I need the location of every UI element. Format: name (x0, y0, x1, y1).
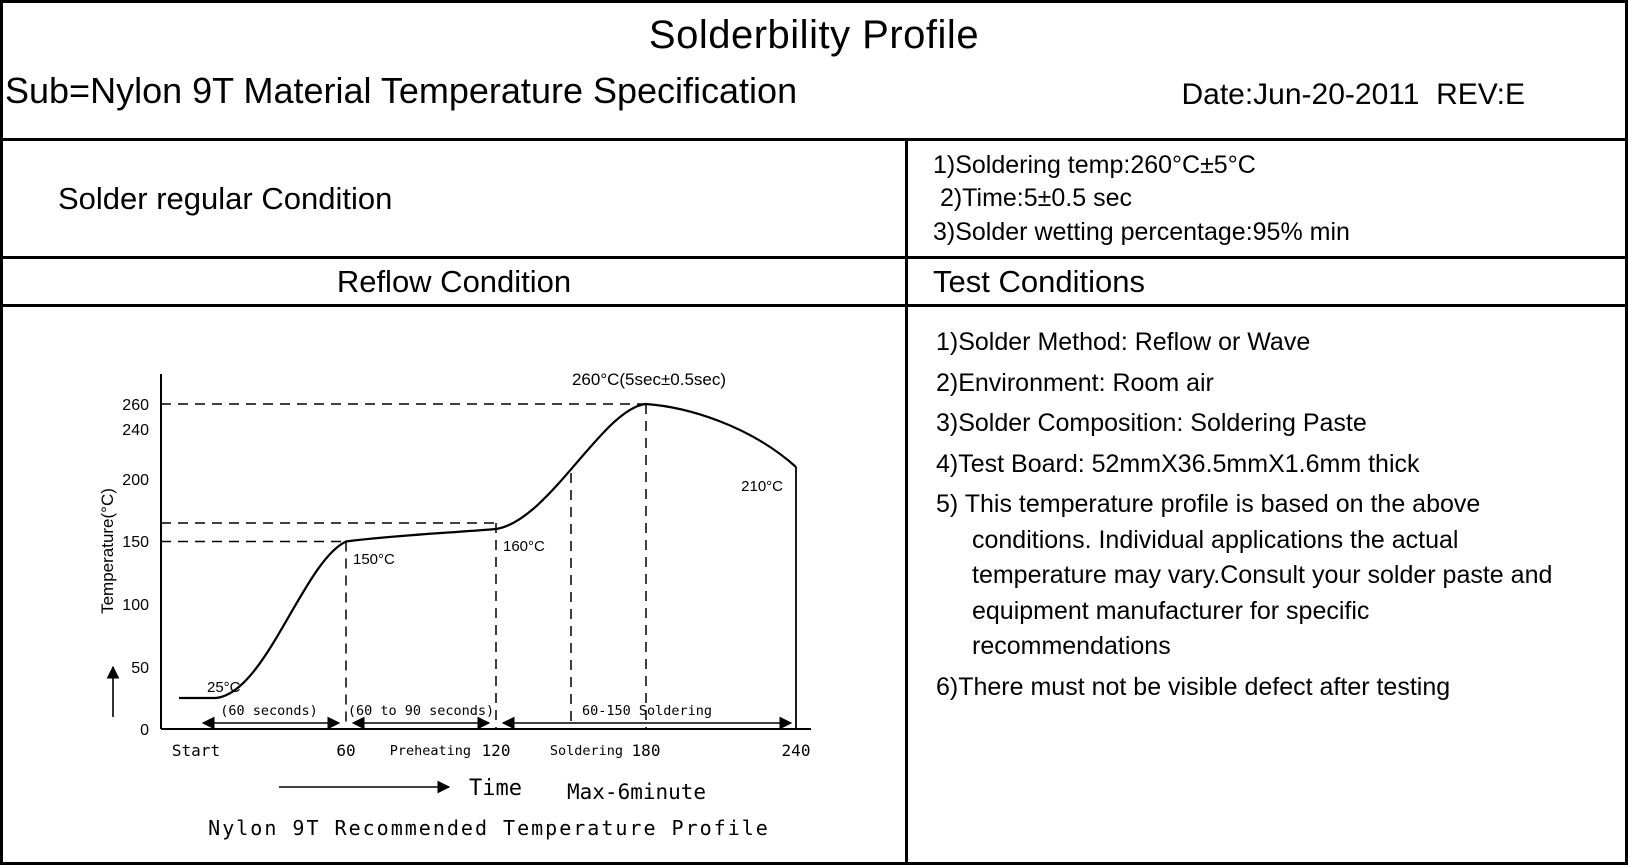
reflow-condition-label: Reflow Condition (336, 263, 572, 299)
test-condition-1: 1)Solder Method: Reflow or Wave (936, 328, 1311, 356)
chart-caption: Nylon 9T Recommended Temperature Profile (208, 816, 770, 840)
x-tick-120: 120 (482, 741, 511, 760)
max-duration-note: Max-6minute (567, 780, 706, 804)
reflow-profile-chart-cell: 260 240 200 150 100 50 0 Start 60 120 18… (3, 307, 908, 862)
y-tick-100: 100 (122, 597, 149, 614)
test-conditions-cell: 1)Solder Method: Reflow or Wave 2)Enviro… (908, 307, 1625, 862)
y-axis-title: Temperature(°C) (98, 488, 117, 614)
zone-annotations: (60 seconds) (60 to 90 seconds) 60-150 S… (201, 703, 793, 730)
spec-table: Solder regular Condition 1)Soldering tem… (3, 138, 1625, 862)
test-conditions-label: Test Conditions (933, 263, 1145, 299)
x-axis-title: Time (469, 776, 522, 801)
solder-regular-condition-cell: Solder regular Condition (3, 141, 908, 259)
x-tick-start: Start (172, 741, 220, 760)
y-tick-50: 50 (131, 660, 149, 677)
y-tick-240: 240 (122, 422, 149, 439)
y-tick-150: 150 (122, 534, 149, 551)
solder-regular-condition-label: Solder regular Condition (58, 180, 393, 216)
test-condition-4: 4)Test Board: 52mmX36.5mmX1.6mm thick (936, 449, 1420, 478)
material-spec-subtitle: Sub=Nylon 9T Material Temperature Specif… (5, 70, 798, 111)
dashed-guide-lines (161, 403, 647, 729)
y-tick-0: 0 (140, 722, 149, 739)
soldering-temp-spec: 1)Soldering temp:260°C±5°C (933, 151, 1256, 179)
page-title: Solderbility Profile (648, 13, 980, 57)
test-condition-5: 5) This temperature profile is based on … (936, 490, 1553, 660)
x-tick-180: 180 (632, 741, 661, 760)
test-condition-2: 2)Environment: Room air (936, 368, 1214, 397)
annotation-150c: 150°C (353, 551, 395, 568)
solder-regular-condition-values: 1)Soldering temp:260°C±5°C 2)Time:5±0.5 … (908, 141, 1625, 259)
y-tick-200: 200 (122, 472, 149, 489)
document-header: Solderbility Profile Sub=Nylon 9T Materi… (3, 3, 1625, 138)
zone-label-60s: (60 seconds) (220, 703, 318, 719)
x-tick-labels: Start 60 120 180 240 Preheating Solderin… (172, 741, 811, 760)
annotation-25c: 25°C (207, 679, 241, 696)
annotation-peak-260c: 260°C(5sec±0.5sec) (572, 370, 726, 389)
soldering-time-spec: 2)Time:5±0.5 sec (933, 184, 1132, 213)
soldering-axis-label: Soldering (550, 743, 623, 759)
solder-wetting-spec: 3)Solder wetting percentage:95% min (933, 217, 1350, 246)
test-condition-3: 3)Solder Composition: Soldering Paste (936, 409, 1367, 437)
x-tick-60: 60 (336, 741, 355, 760)
test-conditions-header: Test Conditions (908, 259, 1625, 307)
annotation-210c: 210°C (741, 478, 783, 495)
y-tick-260: 260 (122, 397, 149, 414)
temperature-profile-chart: 260 240 200 150 100 50 0 Start 60 120 18… (98, 370, 811, 840)
curve-annotations: 25°C 150°C 160°C 260°C(5sec±0.5sec) 210°… (207, 370, 783, 696)
preheating-axis-label: Preheating (390, 743, 471, 759)
date-revision: Date:Jun-20-2011 REV:E (1181, 78, 1525, 111)
zone-label-soldering: 60-150 Soldering (582, 703, 712, 719)
y-tick-labels: 260 240 200 150 100 50 0 (122, 397, 149, 739)
x-tick-240: 240 (782, 741, 811, 760)
temperature-curve (179, 402, 797, 700)
reflow-condition-header: Reflow Condition (3, 259, 908, 307)
zone-label-60-90s: (60 to 90 seconds) (348, 703, 494, 719)
test-condition-6: 6)There must not be visible defect after… (936, 672, 1451, 701)
annotation-160c: 160°C (503, 538, 545, 555)
